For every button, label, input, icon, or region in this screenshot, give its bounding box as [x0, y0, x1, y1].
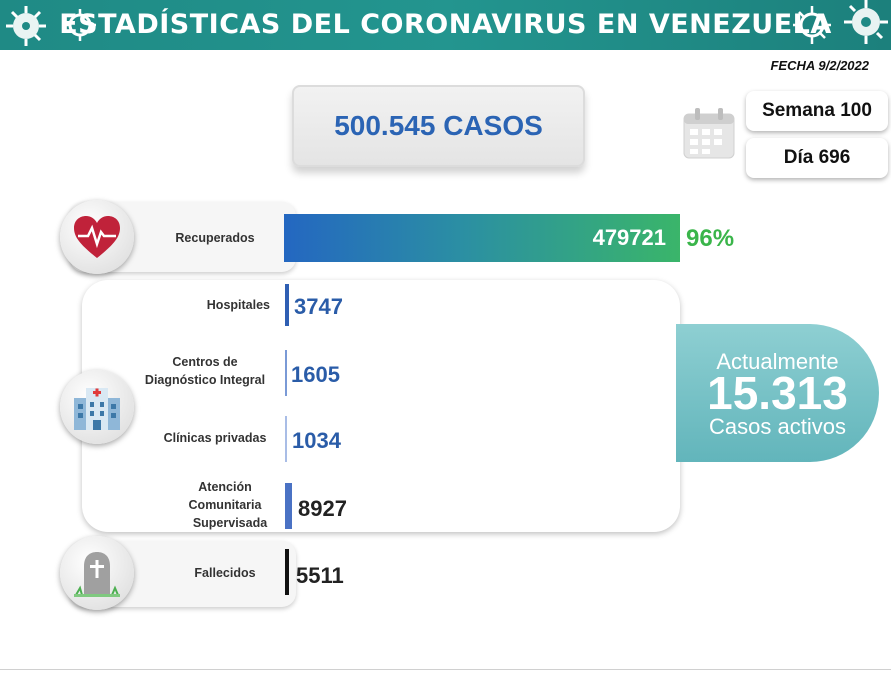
community-label-line3: Supervisada	[192, 516, 268, 530]
recovered-icon-circle	[60, 200, 134, 274]
deceased-icon-circle	[60, 536, 134, 610]
community-label-line2: Comunitaria	[188, 498, 262, 512]
active-label-top: Actualmente	[716, 349, 839, 374]
private-clinics-value: 1034	[292, 428, 341, 453]
total-cases-box: 500.545 CASOS	[292, 85, 585, 167]
private-clinics-bar	[285, 416, 287, 462]
page-title: ESTADÍSTICAS DEL CORONAVIRUS EN VENEZUEL…	[59, 9, 832, 40]
community-bar	[285, 483, 292, 529]
day-badge: Día 696	[746, 138, 888, 178]
cdi-value: 1605	[291, 362, 340, 387]
header-banner: ESTADÍSTICAS DEL CORONAVIRUS EN VENEZUEL…	[0, 0, 891, 50]
hospital-icon	[74, 388, 120, 430]
deceased-label: Fallecidos	[194, 566, 256, 580]
virus-icon	[793, 6, 831, 44]
cdi-bar	[285, 350, 287, 396]
cdi-label-line1: Centros de	[172, 355, 238, 369]
hospitals-value: 3747	[294, 294, 343, 319]
hospitals-bar	[285, 284, 289, 326]
divider	[0, 669, 891, 670]
hospitalization-panel	[82, 280, 680, 532]
recovered-percent: 96%	[686, 225, 735, 252]
cdi-label-line2: Diagnóstico Integral	[144, 373, 266, 387]
virus-icon	[844, 0, 888, 44]
hospitals-label: Hospitales	[206, 298, 270, 312]
recovered-label: Recuperados	[175, 231, 255, 245]
virus-icon	[6, 6, 46, 46]
virus-icon	[64, 9, 96, 41]
total-cases: 500.545 CASOS	[334, 110, 543, 141]
heart-icon	[74, 216, 120, 258]
active-cases-badge: Actualmente 15.313 Casos activos	[676, 324, 879, 462]
recovered-bar: 479721	[284, 214, 680, 262]
hospital-icon-circle	[60, 370, 134, 444]
deceased-value: 5511	[296, 563, 344, 588]
report-date: FECHA 9/2/2022	[770, 58, 869, 73]
deceased-bar	[285, 549, 289, 595]
week-badge: Semana 100	[746, 91, 888, 131]
community-label-line1: Atención	[198, 480, 252, 494]
active-label-bottom: Casos activos	[709, 414, 846, 439]
calendar-icon	[683, 108, 735, 159]
community-value: 8927	[298, 496, 347, 521]
recovered-value: 479721	[592, 225, 666, 250]
active-cases-number: 15.313	[707, 367, 848, 419]
private-clinics-label: Clínicas privadas	[163, 431, 267, 445]
tombstone-icon	[74, 552, 120, 597]
